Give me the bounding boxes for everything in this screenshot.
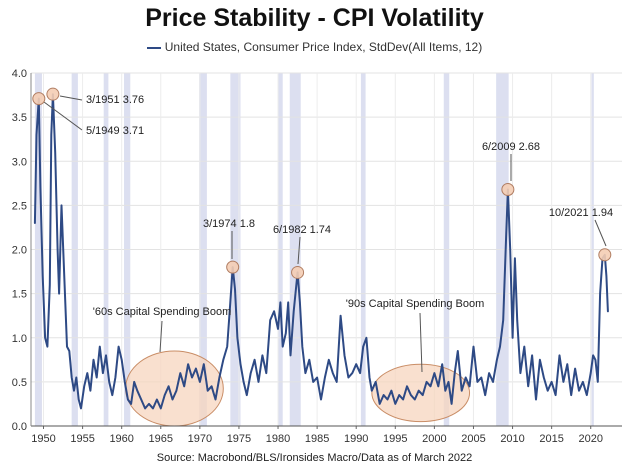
region-leader-0 (159, 320, 163, 353)
annotation-label-4: 6/2009 2.68 (482, 141, 540, 153)
annotation-marker-2 (226, 260, 240, 274)
x-tick-label-6: 1980 (266, 433, 290, 445)
x-tick-label-3: 1965 (149, 433, 173, 445)
y-tick-label-3: 1.5 (12, 289, 27, 301)
y-tick-label-2: 1.0 (12, 333, 27, 345)
x-tick-label-0: 1950 (31, 433, 55, 445)
source-note: Source: Macrobond/BLS/Ironsides Macro/Da… (156, 452, 473, 464)
y-tick-label-7: 3.5 (12, 112, 27, 124)
x-tick-label-14: 2020 (578, 433, 602, 445)
series-line-0 (33, 93, 609, 410)
annotation-leader-1 (43, 101, 83, 131)
y-tick-label-0: 0.0 (12, 421, 27, 433)
y-tick-label-6: 3.0 (12, 156, 27, 168)
legend-label: United States, Consumer Price Index, Std… (164, 40, 483, 54)
annotation-leader-5 (594, 219, 607, 247)
x-tick-label-1: 1955 (70, 433, 94, 445)
annotation-label-2: 3/1974 1.8 (203, 218, 255, 230)
region-label-1: '90s Capital Spending Boom (346, 298, 484, 310)
x-tick-label-12: 2010 (500, 433, 524, 445)
x-tick-label-8: 1990 (344, 433, 368, 445)
region-leader-1 (419, 312, 423, 373)
chart-title: Price Stability - CPI Volatility (145, 4, 484, 32)
y-tick-label-1: 0.5 (12, 377, 27, 389)
annotation-marker-0 (46, 87, 60, 101)
annotation-leader-0 (59, 95, 83, 101)
annotation-marker-5 (598, 248, 612, 262)
y-tick-label-5: 2.5 (12, 200, 27, 212)
x-tick-label-11: 2005 (461, 433, 485, 445)
x-tick-label-10: 2000 (422, 433, 446, 445)
annotation-label-1: 5/1949 3.71 (86, 125, 144, 137)
x-tick-label-2: 1960 (109, 433, 133, 445)
annotation-label-5: 10/2021 1.94 (549, 207, 613, 219)
legend: United States, Consumer Price Index, Std… (0, 40, 629, 54)
y-tick-label-4: 2.0 (12, 245, 27, 257)
x-tick-label-13: 2015 (539, 433, 563, 445)
annotation-marker-1 (32, 92, 46, 106)
annotation-label-3: 6/1982 1.74 (273, 224, 331, 236)
x-tick-label-7: 1985 (305, 433, 329, 445)
x-tick-label-5: 1975 (227, 433, 251, 445)
region-label-0: '60s Capital Spending Boom (93, 306, 231, 318)
x-tick-label-4: 1970 (188, 433, 212, 445)
annotation-leader-3 (297, 236, 301, 265)
annotation-marker-3 (291, 265, 305, 279)
x-tick-label-9: 1995 (383, 433, 407, 445)
annotation-label-0: 3/1951 3.76 (86, 94, 144, 106)
y-tick-label-8: 4.0 (12, 68, 27, 80)
legend-swatch (146, 46, 161, 49)
annotation-marker-4 (501, 182, 515, 196)
